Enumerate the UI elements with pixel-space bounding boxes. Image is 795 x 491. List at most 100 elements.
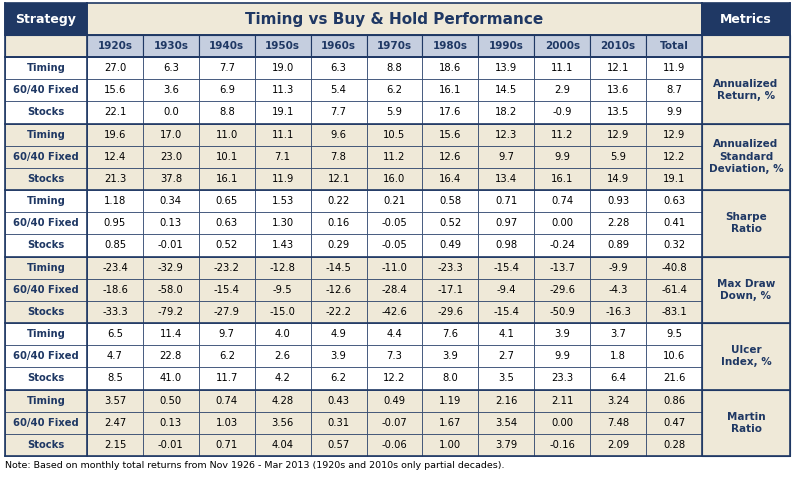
Text: 4.2: 4.2 bbox=[275, 374, 291, 383]
Text: 0.63: 0.63 bbox=[215, 218, 238, 228]
Bar bbox=[534, 212, 590, 234]
Text: 11.1: 11.1 bbox=[551, 63, 573, 73]
Bar bbox=[199, 301, 254, 323]
Text: 0.00: 0.00 bbox=[551, 418, 573, 428]
Text: 60/40 Fixed: 60/40 Fixed bbox=[14, 218, 79, 228]
Text: 11.2: 11.2 bbox=[383, 152, 405, 162]
Bar bbox=[254, 124, 311, 146]
Bar bbox=[479, 101, 534, 124]
Bar bbox=[199, 35, 254, 57]
Bar bbox=[479, 212, 534, 234]
Bar bbox=[254, 411, 311, 434]
Text: 0.41: 0.41 bbox=[663, 218, 685, 228]
Bar bbox=[254, 190, 311, 212]
Text: 13.6: 13.6 bbox=[607, 85, 630, 95]
Text: 10.5: 10.5 bbox=[383, 130, 405, 139]
Text: -32.9: -32.9 bbox=[158, 263, 184, 273]
Text: 5.4: 5.4 bbox=[331, 85, 347, 95]
Bar bbox=[534, 168, 590, 190]
Bar bbox=[311, 323, 366, 345]
Text: 12.9: 12.9 bbox=[607, 130, 630, 139]
Bar bbox=[143, 234, 199, 256]
Text: 0.00: 0.00 bbox=[551, 218, 573, 228]
Text: 18.2: 18.2 bbox=[495, 108, 518, 117]
Text: 2.7: 2.7 bbox=[498, 351, 514, 361]
Text: 1.18: 1.18 bbox=[104, 196, 126, 206]
Text: 6.5: 6.5 bbox=[107, 329, 123, 339]
Text: -28.4: -28.4 bbox=[382, 285, 407, 295]
Bar bbox=[702, 124, 790, 190]
Bar bbox=[311, 79, 366, 101]
Bar bbox=[199, 190, 254, 212]
Text: Stocks: Stocks bbox=[27, 108, 64, 117]
Text: 22.1: 22.1 bbox=[104, 108, 126, 117]
Bar bbox=[199, 389, 254, 411]
Text: 3.5: 3.5 bbox=[498, 374, 514, 383]
Text: 5.9: 5.9 bbox=[386, 108, 402, 117]
Text: 8.8: 8.8 bbox=[219, 108, 235, 117]
Text: 0.57: 0.57 bbox=[328, 440, 350, 450]
Bar bbox=[87, 57, 143, 79]
Text: 2000s: 2000s bbox=[545, 41, 580, 51]
Text: 1990s: 1990s bbox=[489, 41, 524, 51]
Text: 1980s: 1980s bbox=[433, 41, 468, 51]
Text: 0.93: 0.93 bbox=[607, 196, 629, 206]
Bar bbox=[254, 323, 311, 345]
Bar bbox=[143, 301, 199, 323]
Bar bbox=[311, 279, 366, 301]
Text: 0.63: 0.63 bbox=[663, 196, 685, 206]
Bar bbox=[254, 256, 311, 279]
Text: 4.1: 4.1 bbox=[498, 329, 514, 339]
Text: 15.6: 15.6 bbox=[104, 85, 126, 95]
Bar bbox=[5, 146, 87, 168]
Bar bbox=[5, 190, 87, 212]
Bar bbox=[143, 101, 199, 124]
Bar bbox=[479, 367, 534, 389]
Bar bbox=[199, 57, 254, 79]
Bar bbox=[199, 101, 254, 124]
Text: 13.5: 13.5 bbox=[607, 108, 630, 117]
Bar bbox=[87, 3, 702, 35]
Text: 16.1: 16.1 bbox=[215, 174, 238, 184]
Text: 60/40 Fixed: 60/40 Fixed bbox=[14, 285, 79, 295]
Text: 12.4: 12.4 bbox=[104, 152, 126, 162]
Text: 1920s: 1920s bbox=[98, 41, 133, 51]
Text: 0.13: 0.13 bbox=[160, 418, 182, 428]
Text: 13.4: 13.4 bbox=[495, 174, 518, 184]
Bar bbox=[534, 256, 590, 279]
Text: -0.24: -0.24 bbox=[549, 241, 575, 250]
Text: Timing vs Buy & Hold Performance: Timing vs Buy & Hold Performance bbox=[246, 11, 544, 27]
Text: Sharpe
Ratio: Sharpe Ratio bbox=[725, 212, 767, 234]
Bar bbox=[590, 146, 646, 168]
Bar bbox=[590, 35, 646, 57]
Text: 0.43: 0.43 bbox=[328, 396, 350, 406]
Bar bbox=[534, 234, 590, 256]
Text: 6.2: 6.2 bbox=[219, 351, 235, 361]
Bar bbox=[534, 35, 590, 57]
Text: -0.06: -0.06 bbox=[382, 440, 407, 450]
Text: 3.7: 3.7 bbox=[611, 329, 626, 339]
Text: Strategy: Strategy bbox=[16, 12, 76, 26]
Text: 8.0: 8.0 bbox=[443, 374, 458, 383]
Bar bbox=[87, 323, 143, 345]
Text: -27.9: -27.9 bbox=[214, 307, 240, 317]
Text: 2.15: 2.15 bbox=[104, 440, 126, 450]
Bar bbox=[479, 146, 534, 168]
Bar bbox=[646, 234, 702, 256]
Text: 0.65: 0.65 bbox=[215, 196, 238, 206]
Text: 9.6: 9.6 bbox=[331, 130, 347, 139]
Bar bbox=[87, 168, 143, 190]
Text: 8.7: 8.7 bbox=[666, 85, 682, 95]
Bar bbox=[5, 79, 87, 101]
Text: 6.2: 6.2 bbox=[386, 85, 402, 95]
Bar bbox=[311, 101, 366, 124]
Text: 11.0: 11.0 bbox=[215, 130, 238, 139]
Bar bbox=[366, 389, 422, 411]
Text: 4.04: 4.04 bbox=[272, 440, 293, 450]
Text: 12.9: 12.9 bbox=[663, 130, 685, 139]
Text: Note: Based on monthly total returns from Nov 1926 - Mar 2013 (1920s and 2010s o: Note: Based on monthly total returns fro… bbox=[5, 462, 505, 470]
Bar bbox=[5, 124, 87, 146]
Text: 4.28: 4.28 bbox=[272, 396, 293, 406]
Bar bbox=[366, 101, 422, 124]
Text: -16.3: -16.3 bbox=[605, 307, 631, 317]
